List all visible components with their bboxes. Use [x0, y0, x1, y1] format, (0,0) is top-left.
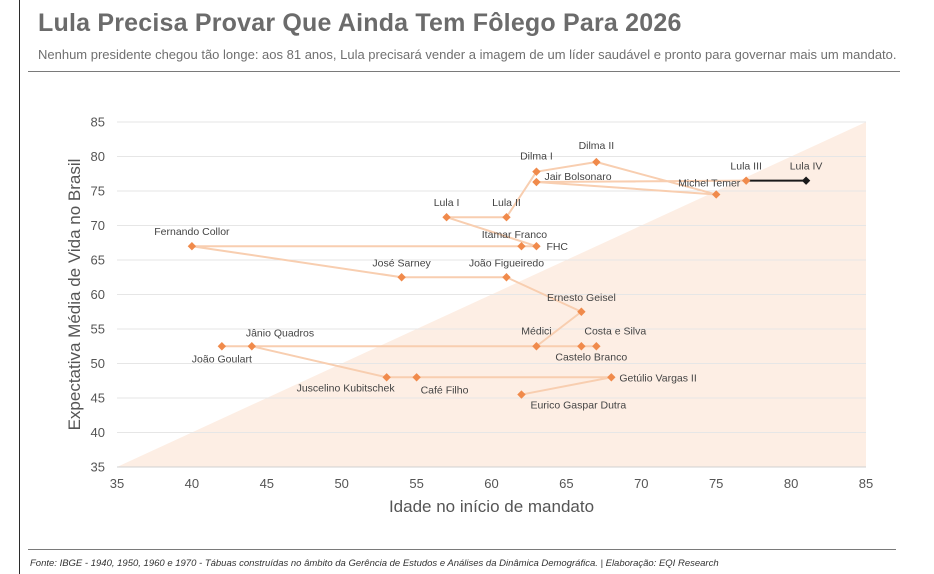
label-medici: Médici [521, 325, 551, 337]
label-ernesto-geisel: Ernesto Geisel [547, 292, 616, 304]
label-dilma-ii: Dilma II [579, 140, 615, 152]
label-jair-bolsonaro: Jair Bolsonaro [544, 171, 611, 183]
point-jose-sarney [397, 273, 406, 282]
y-tick-label: 35 [91, 460, 105, 475]
label-costa-e-silva: Costa e Silva [584, 325, 646, 337]
label-lula-iii: Lula III [730, 161, 762, 173]
x-tick-label: 40 [185, 476, 199, 491]
x-tick-label: 50 [334, 476, 348, 491]
point-michel-temer [712, 190, 721, 199]
point-medici [532, 342, 541, 351]
label-cafe-filho: Café Filho [421, 384, 469, 396]
point-castelo-branco [577, 342, 586, 351]
label-juscelino-kubitschek: Juscelino Kubitschek [297, 382, 396, 394]
left-border-rule [19, 0, 20, 574]
point-dilma-ii [592, 157, 601, 167]
x-tick-label: 75 [709, 476, 723, 491]
president-sequence-line [190, 161, 747, 396]
point-janio-quadros [247, 342, 257, 351]
label-eurico-gaspar-dutra: Eurico Gaspar Dutra [530, 400, 626, 412]
point-jair-bolsonaro [532, 177, 541, 187]
source-note: Fonte: IBGE - 1940, 1950, 1960 e 1970 - … [30, 558, 719, 569]
x-tick-label: 70 [634, 476, 648, 491]
label-joao-goulart: João Goulart [192, 353, 252, 365]
y-tick-label: 50 [91, 356, 105, 371]
point-getulio-vargas-ii [607, 373, 616, 382]
label-jose-sarney: José Sarney [372, 257, 431, 269]
y-tick-label: 85 [91, 115, 105, 130]
chart-subtitle: Nenhum presidente chegou tão longe: aos … [38, 47, 897, 62]
y-tick-label: 75 [91, 184, 105, 199]
point-itamar-franco [517, 242, 526, 251]
y-tick-label: 40 [91, 425, 105, 440]
point-fernando-collor [187, 242, 197, 251]
chart-title: Lula Precisa Provar Que Ainda Tem Fôlego… [38, 9, 682, 37]
point-lula-ii [502, 213, 511, 222]
label-itamar-franco: Itamar Franco [482, 229, 548, 241]
y-axis-title: Expectativa Média de Vida no Brasil [65, 159, 84, 431]
point-eurico-gaspar-dutra [517, 390, 526, 399]
x-tick-label: 80 [784, 476, 798, 491]
label-getulio-vargas-ii: Getúlio Vargas II [619, 372, 696, 384]
label-castelo-branco: Castelo Branco [555, 351, 627, 363]
point-lula-iv [801, 176, 811, 185]
point-ernesto-geisel [577, 307, 586, 316]
point-juscelino-kubitschek [382, 373, 391, 382]
label-janio-quadros: Jânio Quadros [246, 327, 314, 339]
label-lula-ii: Lula II [492, 197, 521, 209]
point-costa-e-silva [592, 342, 601, 351]
y-tick-label: 70 [91, 218, 105, 233]
x-tick-label: 55 [409, 476, 423, 491]
y-tick-label: 80 [91, 149, 105, 164]
label-lula-i: Lula I [434, 197, 460, 209]
point-joao-figueiredo [502, 273, 511, 282]
x-tick-label: 45 [260, 476, 274, 491]
point-joao-goulart [217, 342, 227, 351]
x-tick-label: 65 [559, 476, 573, 491]
label-dilma-i: Dilma I [520, 151, 553, 163]
point-dilma-i [532, 167, 541, 176]
x-axis-title: Idade no início de mandato [389, 497, 594, 516]
point-cafe-filho [412, 373, 421, 382]
x-tick-label: 35 [110, 476, 124, 491]
x-tick-label: 60 [484, 476, 498, 491]
label-joao-figueiredo: João Figueiredo [469, 257, 544, 269]
header-divider [28, 71, 900, 72]
label-fernando-collor: Fernando Collor [154, 226, 230, 238]
footer-divider [28, 549, 896, 550]
point-lula-iii [741, 176, 751, 185]
y-tick-label: 55 [91, 322, 105, 337]
y-tick-label: 45 [91, 391, 105, 406]
y-tick-label: 60 [91, 287, 105, 302]
label-lula-iv: Lula IV [790, 161, 823, 173]
label-michel-temer: Michel Temer [678, 177, 741, 189]
label-fhc: FHC [546, 241, 568, 253]
point-lula-i [442, 213, 451, 222]
x-tick-label: 85 [859, 476, 873, 491]
point-fhc [532, 242, 541, 251]
y-tick-label: 65 [91, 253, 105, 268]
